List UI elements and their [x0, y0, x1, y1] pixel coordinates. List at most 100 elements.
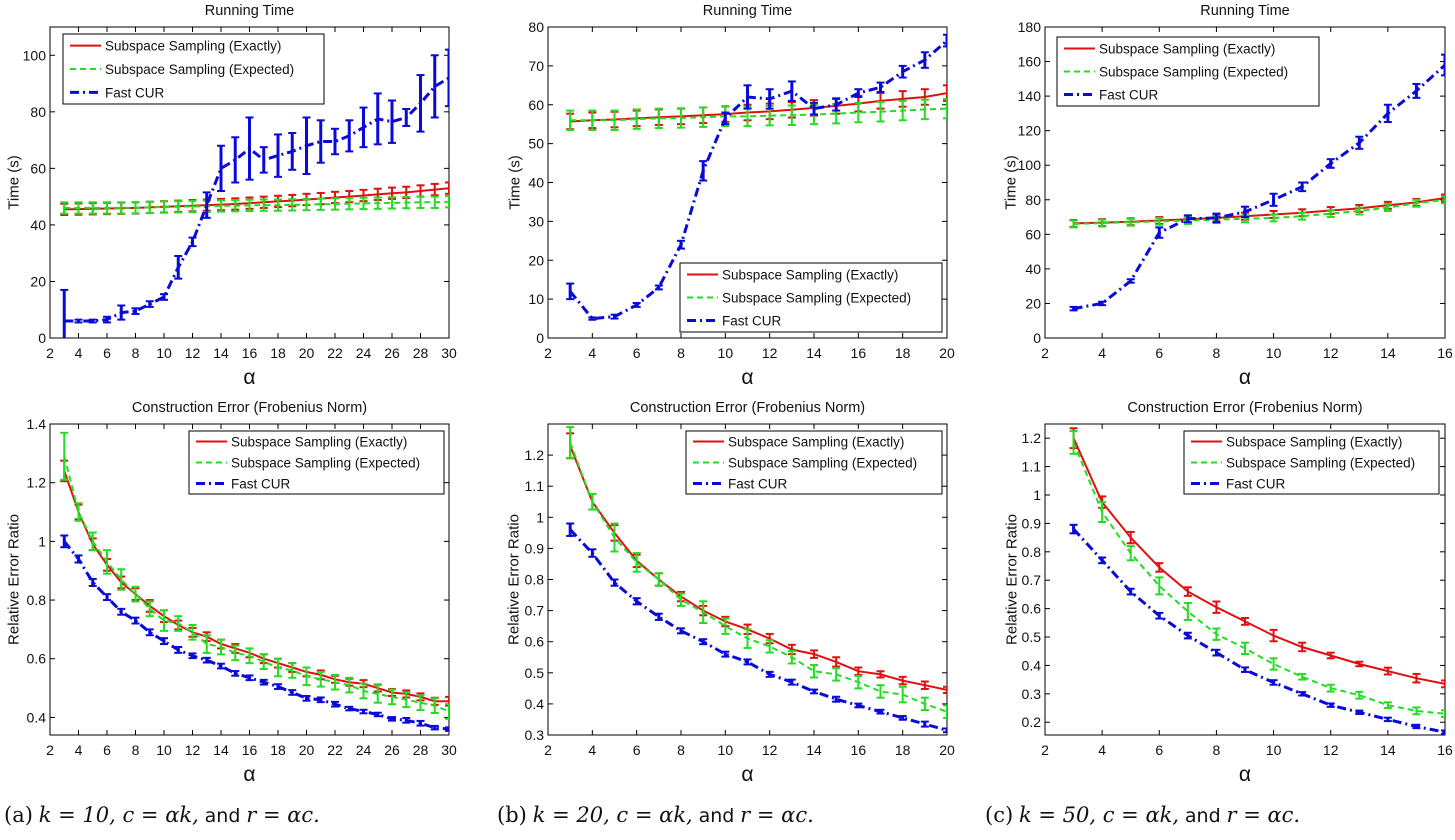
- legend: Subspace Sampling (Exactly) Subspace Samp…: [188, 430, 445, 495]
- x-tick-label: 10: [1266, 345, 1282, 361]
- x-tick-label: 24: [356, 345, 372, 361]
- x-tick-label: 12: [185, 742, 201, 758]
- y-tick-label: 1.2: [1022, 430, 1042, 446]
- y-axis-label: Time (s): [507, 155, 524, 209]
- series-line: [63, 456, 449, 713]
- y-tick-label: 30: [528, 213, 544, 229]
- legend-label: Subspace Sampling (Exactly): [1099, 42, 1275, 57]
- legend-label: Subspace Sampling (Exactly): [1226, 435, 1402, 450]
- x-tick-label: 6: [1155, 742, 1163, 758]
- series-fast-cur: [1069, 523, 1445, 735]
- x-tick-label: 8: [677, 742, 685, 758]
- x-tick-label: 4: [588, 742, 596, 758]
- legend-box: [679, 262, 943, 333]
- y-tick-label: 80: [1025, 192, 1041, 208]
- y-tick-label: 0.5: [525, 665, 545, 681]
- chart-5: Construction Error (Frobenius Norm) 2 4 6 8 1…: [506, 400, 955, 786]
- caption-word: and: [1184, 805, 1221, 827]
- y-tick-label: 60: [528, 97, 544, 113]
- y-tick-label: 0.2: [1022, 714, 1042, 730]
- legend-label: Fast CUR: [728, 477, 788, 492]
- series-line: [64, 76, 449, 323]
- legend-label: Fast CUR: [231, 477, 291, 492]
- x-tick-label: 18: [270, 345, 286, 361]
- legend-label: Fast CUR: [105, 85, 165, 100]
- series-line: [570, 107, 947, 122]
- legend-label: Subspace Sampling (Exactly): [728, 435, 904, 450]
- caption-word: and: [698, 805, 735, 827]
- x-axis-label: α: [1239, 763, 1251, 786]
- y-tick-label: 80: [528, 19, 544, 35]
- y-tick-label: 1: [1033, 487, 1041, 503]
- legend-label: Fast CUR: [1099, 88, 1159, 103]
- y-tick-label: 0.8: [27, 592, 47, 608]
- x-tick-label: 6: [103, 345, 111, 361]
- y-tick-label: 0.6: [27, 651, 47, 667]
- legend-label: Subspace Sampling (Exactly): [105, 39, 281, 54]
- caption-c: (c) k = 50, c = αk, and r = αc.: [985, 803, 1300, 828]
- x-axis-label: α: [1239, 366, 1251, 389]
- caption-label: (a): [4, 803, 33, 827]
- series-line: [569, 445, 947, 691]
- y-tick-label: 0.3: [1022, 686, 1042, 702]
- chart-title: Construction Error (Frobenius Norm): [1127, 400, 1362, 416]
- legend-label: Subspace Sampling (Exactly): [722, 268, 898, 283]
- x-tick-label: 4: [75, 742, 83, 758]
- y-tick-label: 100: [23, 47, 47, 63]
- x-tick-label: 28: [413, 345, 429, 361]
- x-tick-label: 2: [46, 742, 54, 758]
- y-tick-label: 0.9: [525, 540, 545, 556]
- legend-label: Subspace Sampling (Expected): [105, 62, 294, 77]
- x-tick-label: 14: [1380, 742, 1396, 758]
- y-tick-label: 60: [30, 160, 46, 176]
- legend-label: Subspace Sampling (Expected): [722, 291, 911, 306]
- y-tick-label: 70: [528, 58, 544, 74]
- x-tick-label: 8: [132, 345, 140, 361]
- legend-label: Fast CUR: [722, 314, 782, 329]
- series-line: [569, 39, 947, 321]
- caption-math: r = αc.: [740, 803, 814, 827]
- x-tick-label: 12: [1323, 345, 1339, 361]
- y-tick-label: 40: [30, 217, 46, 233]
- chart-title: Running Time: [205, 3, 294, 19]
- y-tick-label: 1.2: [525, 447, 545, 463]
- x-tick-label: 20: [939, 742, 955, 758]
- y-tick-label: 0.6: [1022, 601, 1042, 617]
- x-tick-label: 28: [413, 742, 429, 758]
- caption-label: (b): [497, 803, 527, 827]
- legend-label: Fast CUR: [1226, 477, 1286, 492]
- y-tick-label: 0.3: [525, 727, 545, 743]
- x-tick-label: 22: [327, 742, 343, 758]
- x-axis-label: α: [243, 366, 255, 389]
- series-fast-cur: [1069, 53, 1445, 312]
- x-tick-label: 20: [939, 345, 955, 361]
- legend-box: [1183, 430, 1440, 495]
- x-tick-label: 10: [156, 742, 172, 758]
- x-tick-label: 6: [633, 742, 641, 758]
- x-tick-label: 26: [384, 345, 400, 361]
- x-tick-label: 10: [718, 742, 734, 758]
- series-line: [64, 200, 449, 209]
- x-tick-label: 2: [1041, 742, 1049, 758]
- x-tick-label: 22: [327, 345, 343, 361]
- chart-2: Running Time 2 4 6 8 10 12 14 16 18 20 0 10 20 30 40 50 6…: [507, 3, 955, 389]
- x-tick-label: 20: [299, 345, 315, 361]
- y-axis-label: Time (s): [6, 155, 23, 209]
- x-tick-label: 14: [806, 742, 822, 758]
- series-expected: [60, 195, 449, 215]
- x-tick-label: 8: [677, 345, 685, 361]
- y-tick-label: 0.7: [1022, 572, 1042, 588]
- y-tick-label: 1.1: [525, 478, 545, 494]
- series-line: [1073, 198, 1445, 225]
- y-tick-label: 0: [536, 330, 544, 346]
- x-tick-label: 2: [46, 345, 54, 361]
- y-tick-label: 1: [38, 533, 46, 549]
- y-tick-label: 0.8: [525, 572, 545, 588]
- y-tick-label: 0.4: [1022, 657, 1042, 673]
- y-tick-label: 100: [1018, 157, 1042, 173]
- chart-4: Construction Error (Frobenius Norm)2 4 6 8 1…: [6, 400, 457, 786]
- legend: Subspace Sampling (Exactly) Subspace Samp…: [679, 262, 943, 333]
- x-tick-label: 12: [762, 742, 778, 758]
